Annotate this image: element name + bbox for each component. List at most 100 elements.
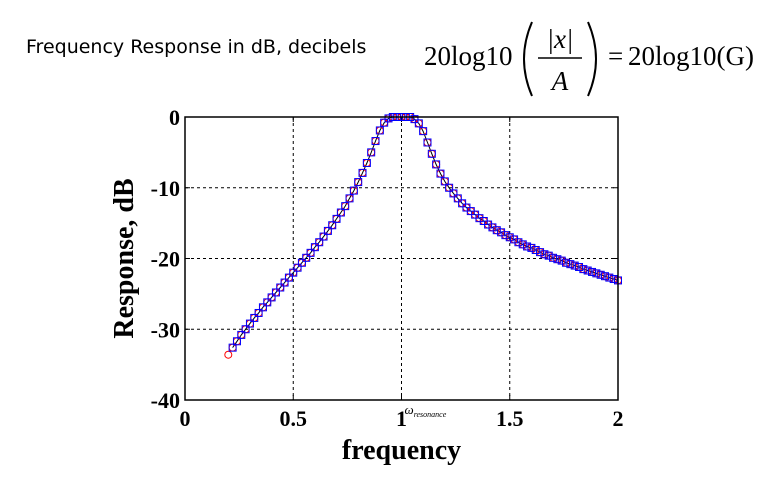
data-point-square bbox=[445, 183, 454, 192]
plot-frame bbox=[184, 116, 619, 401]
data-point-square bbox=[562, 258, 571, 267]
data-point-square bbox=[289, 268, 298, 277]
y-axis-label: Response, dB bbox=[109, 178, 140, 338]
x-tick-label: 0.5 bbox=[280, 406, 308, 431]
data-point-square bbox=[501, 231, 510, 240]
y-tick-label: -30 bbox=[151, 317, 180, 342]
data-point-square bbox=[453, 194, 462, 203]
data-point-square bbox=[540, 250, 549, 259]
data-point-square bbox=[384, 114, 393, 123]
data-point-square bbox=[371, 137, 380, 146]
data-point-square bbox=[436, 169, 445, 178]
formula: 20log10 |x| A = 20log10(G) bbox=[424, 21, 754, 97]
data-point-square bbox=[245, 319, 254, 328]
data-point-square bbox=[510, 235, 519, 244]
data-point-square bbox=[258, 303, 267, 312]
data-point-square bbox=[557, 256, 566, 265]
data-point-square bbox=[544, 251, 553, 260]
data-point-square bbox=[570, 261, 579, 270]
data-point-square bbox=[332, 214, 341, 223]
data-point-square bbox=[280, 278, 289, 287]
data-point-square bbox=[592, 269, 601, 278]
data-point-square bbox=[518, 240, 527, 249]
data-point-square bbox=[583, 266, 592, 275]
data-point-square bbox=[414, 119, 423, 128]
data-point-square bbox=[531, 246, 540, 255]
data-point-square bbox=[458, 199, 467, 208]
data-point-square bbox=[254, 308, 263, 317]
data-point-square bbox=[349, 186, 358, 195]
y-tick-label: -10 bbox=[151, 176, 180, 201]
data-point-square bbox=[575, 262, 584, 271]
data-point-square bbox=[596, 270, 605, 279]
data-point-square bbox=[310, 243, 319, 252]
data-point-square bbox=[250, 313, 259, 322]
data-point-circle bbox=[224, 350, 233, 359]
data-point-square bbox=[362, 158, 371, 167]
data-point-square bbox=[263, 298, 272, 307]
data-point-square bbox=[536, 248, 545, 257]
resonance-annotation: ωresonance bbox=[405, 402, 447, 419]
data-point-square bbox=[609, 275, 618, 284]
data-point-square bbox=[432, 160, 441, 169]
data-point-square bbox=[553, 255, 562, 264]
data-point-square bbox=[341, 202, 350, 211]
data-point-square bbox=[375, 126, 384, 135]
data-point-square bbox=[440, 177, 449, 186]
y-tick-label: -40 bbox=[151, 388, 180, 413]
data-point-square bbox=[523, 242, 532, 251]
formula-equals: = bbox=[608, 41, 623, 71]
x-tick-label: 1.5 bbox=[496, 406, 524, 431]
formula-numerator: |x| bbox=[547, 24, 574, 54]
data-point-square bbox=[354, 178, 363, 187]
data-point-square bbox=[228, 343, 237, 352]
data-point-square bbox=[284, 273, 293, 282]
data-point-square bbox=[345, 194, 354, 203]
x-axis-label: frequency bbox=[342, 435, 461, 466]
data-point-square bbox=[367, 148, 376, 157]
data-point-square bbox=[306, 248, 315, 257]
x-tick-label: 2 bbox=[613, 406, 624, 431]
formula-right-paren bbox=[587, 21, 597, 97]
data-point-square bbox=[241, 325, 250, 334]
data-point-square bbox=[527, 243, 536, 252]
y-tick-label: -20 bbox=[151, 247, 180, 272]
formula-coef-right: 20log10(G) bbox=[628, 41, 754, 71]
data-point-square bbox=[514, 238, 523, 247]
data-point-square bbox=[601, 272, 610, 281]
x-tick-label: 1 bbox=[396, 406, 407, 431]
data-point-square bbox=[232, 337, 241, 346]
data-point-square bbox=[267, 293, 276, 302]
data-point-square bbox=[423, 138, 432, 147]
data-point-square bbox=[276, 283, 285, 292]
data-point-square bbox=[427, 149, 436, 158]
data-point-square bbox=[293, 263, 302, 272]
data-point-square bbox=[484, 220, 493, 229]
x-tick-label: 0 bbox=[180, 406, 191, 431]
formula-coef-left: 20log10 bbox=[424, 41, 513, 71]
data-point-square bbox=[271, 288, 280, 297]
data-point-square bbox=[315, 238, 324, 247]
data-point-square bbox=[505, 233, 514, 242]
data-point-square bbox=[410, 115, 419, 124]
formula-left-paren bbox=[523, 21, 533, 97]
data-point-square bbox=[492, 226, 501, 235]
data-point-square bbox=[588, 267, 597, 276]
data-point-square bbox=[579, 265, 588, 274]
data-point-square bbox=[449, 189, 458, 198]
data-point-square bbox=[605, 273, 614, 282]
y-tick-label: 0 bbox=[169, 105, 180, 130]
data-point-square bbox=[566, 260, 575, 269]
data-point-square bbox=[297, 258, 306, 267]
data-point-square bbox=[549, 253, 558, 262]
data-point-square bbox=[475, 214, 484, 223]
data-point-square bbox=[358, 168, 367, 177]
data-point-square bbox=[328, 221, 337, 230]
chart-heading: Frequency Response in dB, decibels bbox=[26, 36, 367, 58]
data-point-square bbox=[380, 118, 389, 127]
data-point-square bbox=[419, 127, 428, 136]
data-point-square bbox=[336, 208, 345, 217]
data-point-square bbox=[323, 226, 332, 235]
data-point-square bbox=[497, 228, 506, 237]
